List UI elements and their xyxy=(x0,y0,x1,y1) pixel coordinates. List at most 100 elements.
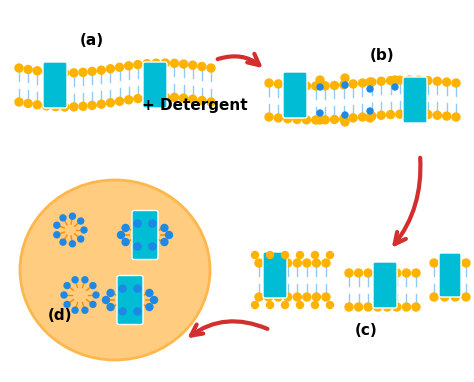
Circle shape xyxy=(107,290,114,296)
Circle shape xyxy=(152,59,160,67)
FancyArrowPatch shape xyxy=(395,158,420,244)
Circle shape xyxy=(125,62,133,70)
Circle shape xyxy=(342,112,348,118)
Ellipse shape xyxy=(20,180,210,360)
Text: + Detergent: + Detergent xyxy=(142,98,248,113)
Text: (a): (a) xyxy=(80,33,104,48)
Circle shape xyxy=(119,285,126,292)
Circle shape xyxy=(340,115,348,123)
Circle shape xyxy=(146,304,153,311)
Circle shape xyxy=(78,236,84,242)
Circle shape xyxy=(61,103,69,111)
Circle shape xyxy=(396,76,404,84)
Circle shape xyxy=(424,76,432,84)
Circle shape xyxy=(97,66,105,74)
Circle shape xyxy=(72,307,78,313)
Circle shape xyxy=(377,77,385,85)
Circle shape xyxy=(146,290,153,296)
Circle shape xyxy=(274,293,282,301)
Circle shape xyxy=(52,69,60,77)
Circle shape xyxy=(134,95,142,103)
Circle shape xyxy=(302,116,310,124)
FancyBboxPatch shape xyxy=(117,275,143,324)
Circle shape xyxy=(134,243,141,250)
Circle shape xyxy=(90,301,96,308)
Circle shape xyxy=(374,269,382,277)
Circle shape xyxy=(364,303,372,311)
Circle shape xyxy=(125,96,133,104)
FancyArrowPatch shape xyxy=(218,54,259,65)
Circle shape xyxy=(161,238,168,246)
Circle shape xyxy=(358,79,366,87)
Circle shape xyxy=(70,69,78,77)
Circle shape xyxy=(312,116,320,124)
Circle shape xyxy=(119,308,126,315)
Circle shape xyxy=(82,277,88,283)
Circle shape xyxy=(52,103,60,111)
Circle shape xyxy=(79,102,87,110)
Circle shape xyxy=(321,82,329,90)
FancyBboxPatch shape xyxy=(439,253,461,297)
Circle shape xyxy=(33,101,41,109)
Circle shape xyxy=(282,251,289,259)
Circle shape xyxy=(152,93,160,101)
Circle shape xyxy=(358,113,366,121)
Circle shape xyxy=(383,303,391,311)
Circle shape xyxy=(264,293,273,301)
Circle shape xyxy=(443,112,451,120)
Circle shape xyxy=(88,67,96,75)
Circle shape xyxy=(433,77,441,85)
Circle shape xyxy=(377,111,385,119)
Circle shape xyxy=(134,61,142,69)
Circle shape xyxy=(122,238,129,246)
Circle shape xyxy=(402,269,410,277)
Circle shape xyxy=(349,80,357,88)
Text: (c): (c) xyxy=(355,323,378,338)
Circle shape xyxy=(405,110,413,118)
Circle shape xyxy=(430,259,438,267)
Circle shape xyxy=(374,303,382,311)
Circle shape xyxy=(43,102,50,110)
Circle shape xyxy=(102,296,109,304)
Circle shape xyxy=(387,110,394,118)
Text: (d): (d) xyxy=(48,308,73,323)
Circle shape xyxy=(64,283,70,288)
Circle shape xyxy=(107,99,114,107)
Circle shape xyxy=(72,277,78,283)
Circle shape xyxy=(54,222,60,228)
Circle shape xyxy=(265,79,273,87)
Circle shape xyxy=(151,296,157,304)
Circle shape xyxy=(274,259,282,267)
FancyBboxPatch shape xyxy=(143,62,167,108)
Circle shape xyxy=(252,251,258,259)
Circle shape xyxy=(383,269,391,277)
Text: (b): (b) xyxy=(370,48,395,63)
Circle shape xyxy=(61,292,67,298)
Circle shape xyxy=(341,118,349,126)
Circle shape xyxy=(293,115,301,123)
Circle shape xyxy=(284,81,292,89)
Circle shape xyxy=(15,64,23,72)
Circle shape xyxy=(274,114,283,122)
Circle shape xyxy=(143,94,151,102)
Circle shape xyxy=(452,79,460,87)
Circle shape xyxy=(322,259,330,267)
FancyBboxPatch shape xyxy=(263,252,287,298)
Circle shape xyxy=(415,110,423,118)
Circle shape xyxy=(284,115,292,123)
Circle shape xyxy=(345,269,353,277)
Circle shape xyxy=(60,239,66,245)
Circle shape xyxy=(349,114,357,122)
Circle shape xyxy=(441,259,449,267)
Circle shape xyxy=(303,259,311,267)
Circle shape xyxy=(116,97,124,105)
Circle shape xyxy=(322,293,330,301)
Circle shape xyxy=(24,65,32,73)
FancyArrowPatch shape xyxy=(191,321,267,335)
Circle shape xyxy=(303,293,311,301)
Circle shape xyxy=(412,303,420,311)
Circle shape xyxy=(282,301,289,309)
Circle shape xyxy=(97,100,105,108)
Circle shape xyxy=(43,68,50,76)
Circle shape xyxy=(327,301,334,309)
